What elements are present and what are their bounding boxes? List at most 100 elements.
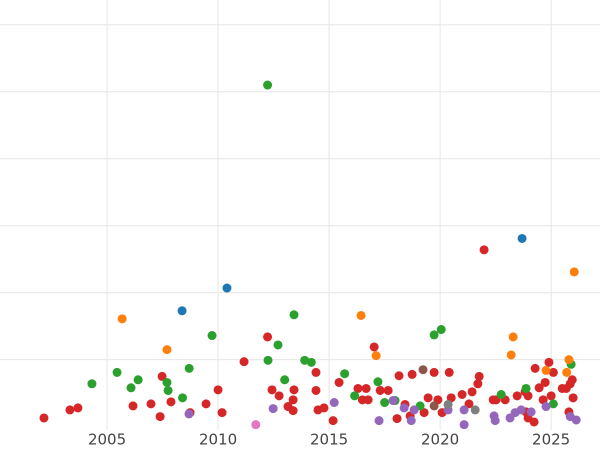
point <box>544 357 554 367</box>
point <box>490 416 500 426</box>
point <box>311 385 321 395</box>
point <box>87 379 97 389</box>
point <box>166 397 176 407</box>
point <box>388 396 398 406</box>
point <box>311 367 321 377</box>
point <box>546 391 556 401</box>
point <box>213 385 223 395</box>
point <box>340 369 350 379</box>
point <box>459 405 469 415</box>
point <box>474 371 484 381</box>
point <box>65 405 75 415</box>
point <box>289 385 299 395</box>
point <box>516 405 526 415</box>
point <box>496 390 506 400</box>
x-tick-label: 2010 <box>199 431 237 449</box>
point <box>146 399 156 409</box>
point <box>73 403 83 413</box>
point <box>371 351 381 361</box>
point <box>540 377 550 387</box>
point <box>251 420 261 430</box>
point <box>201 399 211 409</box>
point <box>263 355 273 365</box>
point <box>306 357 316 367</box>
point <box>268 404 278 414</box>
point <box>517 233 527 243</box>
point <box>407 369 417 379</box>
point <box>392 414 402 424</box>
point <box>222 283 232 293</box>
point <box>571 415 581 425</box>
point <box>568 393 578 403</box>
point <box>157 371 167 381</box>
point <box>288 406 298 416</box>
point <box>418 365 428 375</box>
point <box>361 383 371 393</box>
point <box>562 367 572 377</box>
point <box>541 402 551 412</box>
point <box>394 371 404 381</box>
point <box>117 314 127 324</box>
point <box>178 393 188 403</box>
point <box>128 401 138 411</box>
point <box>273 340 283 350</box>
point <box>39 413 49 423</box>
point <box>436 325 446 335</box>
point <box>380 398 390 408</box>
point <box>356 310 366 320</box>
point <box>419 408 429 418</box>
point <box>470 405 480 415</box>
point <box>423 393 433 403</box>
point <box>446 393 456 403</box>
point <box>373 377 383 387</box>
point <box>567 375 577 385</box>
point <box>162 345 172 355</box>
point <box>429 401 439 411</box>
point <box>112 367 122 377</box>
point <box>529 417 539 427</box>
x-tick-label: 2020 <box>421 431 459 449</box>
point <box>512 391 522 401</box>
point <box>548 399 558 409</box>
point <box>177 306 187 316</box>
point <box>350 391 360 401</box>
point <box>319 403 329 413</box>
point <box>162 377 172 387</box>
point <box>126 383 136 393</box>
point <box>534 383 544 393</box>
point <box>530 363 540 373</box>
point <box>239 357 249 367</box>
point <box>263 332 273 342</box>
point <box>521 383 531 393</box>
point <box>207 331 217 341</box>
point <box>353 383 363 393</box>
x-tick-label: 2015 <box>310 431 348 449</box>
point <box>263 80 273 90</box>
point <box>506 350 516 360</box>
point <box>523 391 533 401</box>
point <box>479 245 489 255</box>
point <box>473 379 483 389</box>
point <box>329 398 339 408</box>
point <box>289 310 299 320</box>
x-tick-label: 2025 <box>532 431 570 449</box>
point <box>288 395 298 405</box>
point <box>444 367 454 377</box>
point <box>267 385 277 395</box>
point <box>363 395 373 405</box>
point <box>383 385 393 395</box>
point <box>564 355 574 365</box>
point <box>508 332 518 342</box>
point <box>541 365 551 375</box>
point <box>526 407 536 417</box>
point <box>569 267 579 277</box>
point <box>184 363 194 373</box>
point <box>133 375 143 385</box>
point <box>443 400 453 410</box>
point <box>155 412 165 422</box>
point <box>375 385 385 395</box>
point <box>280 375 290 385</box>
point <box>457 390 467 400</box>
point <box>459 420 469 430</box>
